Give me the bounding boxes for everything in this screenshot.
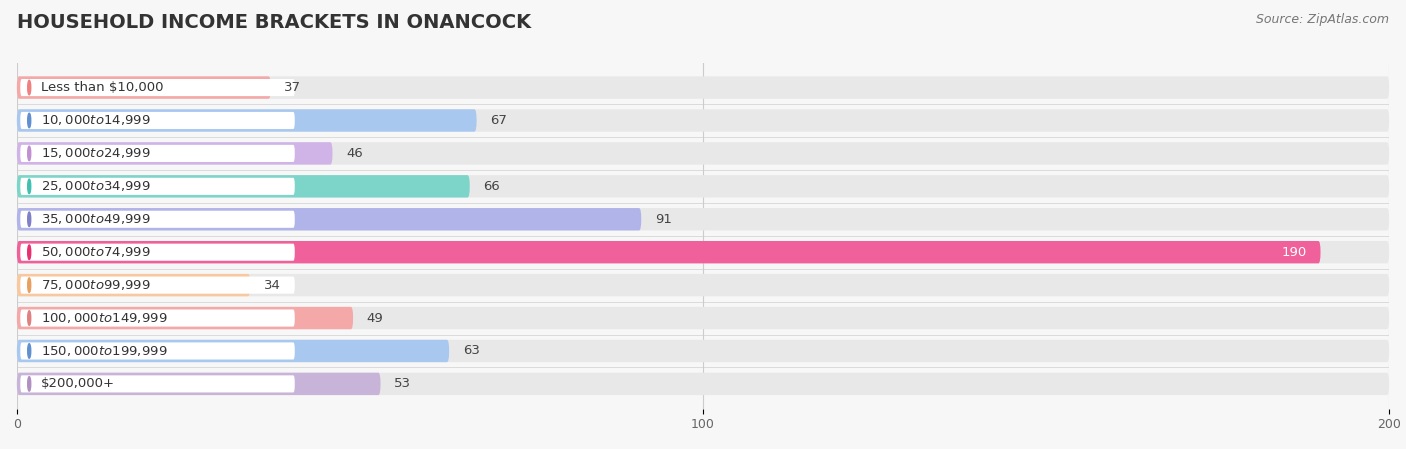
FancyBboxPatch shape [17, 274, 1389, 296]
Circle shape [28, 278, 31, 292]
Text: 49: 49 [367, 312, 384, 325]
FancyBboxPatch shape [17, 307, 1389, 329]
FancyBboxPatch shape [17, 340, 449, 362]
FancyBboxPatch shape [17, 241, 1320, 264]
FancyBboxPatch shape [20, 79, 295, 96]
Text: $100,000 to $149,999: $100,000 to $149,999 [41, 311, 167, 325]
FancyBboxPatch shape [20, 145, 295, 162]
Circle shape [28, 146, 31, 161]
Text: 190: 190 [1281, 246, 1306, 259]
Text: $200,000+: $200,000+ [41, 378, 115, 390]
FancyBboxPatch shape [20, 178, 295, 195]
Text: 63: 63 [463, 344, 479, 357]
FancyBboxPatch shape [20, 343, 295, 360]
Text: 67: 67 [491, 114, 508, 127]
FancyBboxPatch shape [17, 340, 1389, 362]
FancyBboxPatch shape [17, 76, 271, 99]
Text: 91: 91 [655, 213, 672, 226]
Text: 46: 46 [346, 147, 363, 160]
Circle shape [28, 245, 31, 260]
FancyBboxPatch shape [17, 307, 353, 329]
Text: $150,000 to $199,999: $150,000 to $199,999 [41, 344, 167, 358]
FancyBboxPatch shape [17, 274, 250, 296]
FancyBboxPatch shape [20, 309, 295, 326]
Circle shape [28, 377, 31, 391]
FancyBboxPatch shape [17, 109, 1389, 132]
FancyBboxPatch shape [20, 211, 295, 228]
Text: 53: 53 [394, 378, 411, 390]
FancyBboxPatch shape [17, 241, 1389, 264]
Text: 37: 37 [284, 81, 301, 94]
Text: 34: 34 [264, 279, 281, 291]
Text: $50,000 to $74,999: $50,000 to $74,999 [41, 245, 150, 259]
Text: Less than $10,000: Less than $10,000 [41, 81, 163, 94]
Circle shape [28, 311, 31, 325]
Text: 66: 66 [484, 180, 501, 193]
FancyBboxPatch shape [20, 375, 295, 392]
Circle shape [28, 212, 31, 226]
Text: HOUSEHOLD INCOME BRACKETS IN ONANCOCK: HOUSEHOLD INCOME BRACKETS IN ONANCOCK [17, 13, 531, 32]
Circle shape [28, 179, 31, 194]
Text: $35,000 to $49,999: $35,000 to $49,999 [41, 212, 150, 226]
FancyBboxPatch shape [17, 208, 641, 230]
FancyBboxPatch shape [17, 175, 470, 198]
Text: Source: ZipAtlas.com: Source: ZipAtlas.com [1256, 13, 1389, 26]
Circle shape [28, 80, 31, 95]
FancyBboxPatch shape [17, 208, 1389, 230]
FancyBboxPatch shape [17, 373, 1389, 395]
Text: $10,000 to $14,999: $10,000 to $14,999 [41, 114, 150, 128]
FancyBboxPatch shape [20, 277, 295, 294]
FancyBboxPatch shape [17, 142, 1389, 165]
FancyBboxPatch shape [17, 142, 332, 165]
Text: $25,000 to $34,999: $25,000 to $34,999 [41, 179, 150, 194]
FancyBboxPatch shape [17, 76, 1389, 99]
Circle shape [28, 344, 31, 358]
FancyBboxPatch shape [17, 109, 477, 132]
Circle shape [28, 113, 31, 128]
FancyBboxPatch shape [20, 244, 295, 261]
FancyBboxPatch shape [17, 175, 1389, 198]
Text: $15,000 to $24,999: $15,000 to $24,999 [41, 146, 150, 160]
FancyBboxPatch shape [20, 112, 295, 129]
Text: $75,000 to $99,999: $75,000 to $99,999 [41, 278, 150, 292]
FancyBboxPatch shape [17, 373, 381, 395]
